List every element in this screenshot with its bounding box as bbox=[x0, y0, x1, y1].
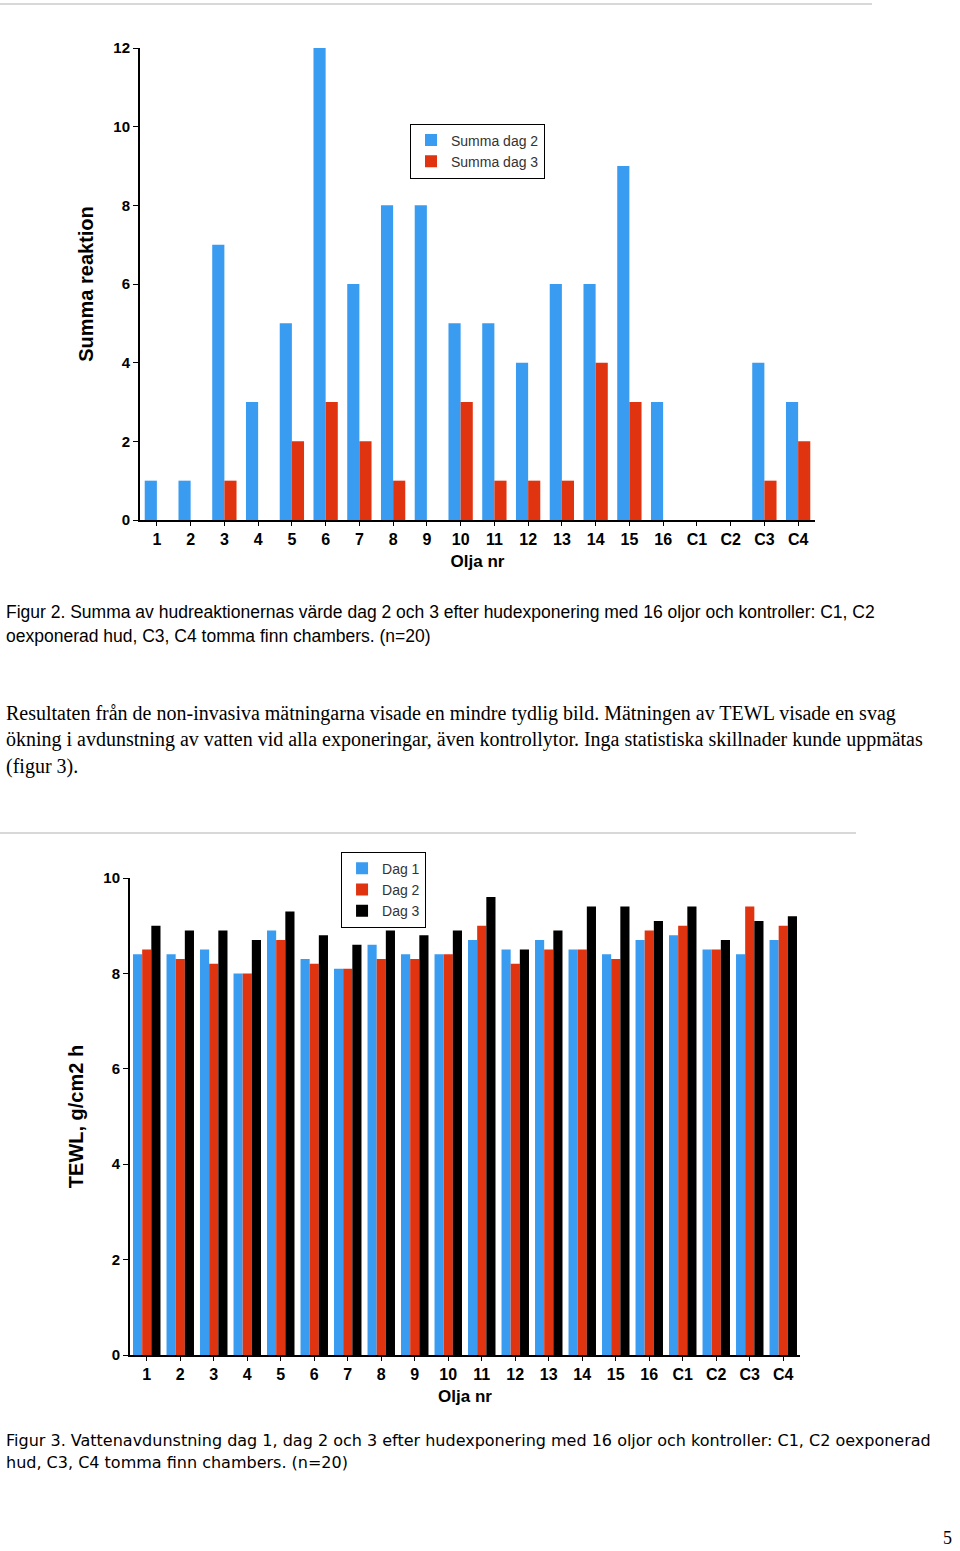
svg-text:5: 5 bbox=[276, 1366, 285, 1383]
svg-text:Dag 2: Dag 2 bbox=[382, 882, 420, 898]
svg-text:Olja nr: Olja nr bbox=[438, 1387, 492, 1406]
svg-text:0: 0 bbox=[122, 511, 130, 528]
svg-text:5: 5 bbox=[287, 531, 296, 548]
svg-text:C1: C1 bbox=[687, 531, 708, 548]
svg-text:11: 11 bbox=[486, 531, 503, 548]
svg-text:6: 6 bbox=[112, 1060, 120, 1077]
svg-text:8: 8 bbox=[112, 965, 120, 982]
svg-text:8: 8 bbox=[389, 531, 398, 548]
svg-text:13: 13 bbox=[540, 1366, 558, 1383]
svg-text:3: 3 bbox=[209, 1366, 218, 1383]
svg-text:8: 8 bbox=[122, 197, 130, 214]
svg-text:4: 4 bbox=[112, 1155, 121, 1172]
svg-text:10: 10 bbox=[103, 869, 120, 886]
svg-text:10: 10 bbox=[452, 531, 470, 548]
svg-text:2: 2 bbox=[122, 433, 130, 450]
svg-text:10: 10 bbox=[113, 118, 130, 135]
svg-text:TEWL, g/cm2 h: TEWL, g/cm2 h bbox=[65, 1045, 87, 1188]
svg-text:4: 4 bbox=[122, 354, 131, 371]
svg-text:8: 8 bbox=[377, 1366, 386, 1383]
svg-text:12: 12 bbox=[506, 1366, 524, 1383]
svg-text:3: 3 bbox=[220, 531, 229, 548]
svg-text:9: 9 bbox=[422, 531, 431, 548]
svg-text:Summa dag 3: Summa dag 3 bbox=[451, 154, 538, 170]
svg-text:9: 9 bbox=[410, 1366, 419, 1383]
svg-text:C2: C2 bbox=[706, 1366, 727, 1383]
svg-text:15: 15 bbox=[607, 1366, 625, 1383]
svg-text:C3: C3 bbox=[740, 1366, 761, 1383]
html-text:5: 5 bbox=[943, 1528, 952, 1548]
svg-text:15: 15 bbox=[620, 531, 638, 548]
svg-text:16: 16 bbox=[654, 531, 672, 548]
svg-text:Summa dag 2: Summa dag 2 bbox=[451, 133, 538, 149]
svg-text:2: 2 bbox=[186, 531, 195, 548]
svg-text:0: 0 bbox=[112, 1346, 120, 1363]
svg-text:2: 2 bbox=[112, 1251, 120, 1268]
svg-text:7: 7 bbox=[343, 1366, 352, 1383]
svg-text:1: 1 bbox=[142, 1366, 151, 1383]
svg-text:13: 13 bbox=[553, 531, 571, 548]
svg-text:14: 14 bbox=[573, 1366, 591, 1383]
svg-text:1: 1 bbox=[152, 531, 161, 548]
html-text:Figur 3. Vattenavdunstning dag: Figur 3. Vattenavdunstning dag 1, dag 2 … bbox=[6, 1431, 931, 1472]
svg-text:2: 2 bbox=[176, 1366, 185, 1383]
svg-text:12: 12 bbox=[113, 39, 130, 56]
svg-text:C1: C1 bbox=[673, 1366, 694, 1383]
svg-text:Dag 1: Dag 1 bbox=[382, 861, 420, 877]
svg-text:7: 7 bbox=[355, 531, 364, 548]
svg-text:6: 6 bbox=[321, 531, 330, 548]
svg-text:11: 11 bbox=[473, 1366, 490, 1383]
svg-text:4: 4 bbox=[254, 531, 263, 548]
svg-text:C4: C4 bbox=[773, 1366, 794, 1383]
svg-text:16: 16 bbox=[640, 1366, 658, 1383]
svg-text:C2: C2 bbox=[720, 531, 741, 548]
svg-text:Summa reaktion: Summa reaktion bbox=[75, 206, 97, 362]
svg-text:6: 6 bbox=[310, 1366, 319, 1383]
svg-text:4: 4 bbox=[243, 1366, 252, 1383]
html-text:Figur 2. Summa av hudreaktione: Figur 2. Summa av hudreaktionernas värde… bbox=[6, 602, 875, 646]
svg-text:Dag 3: Dag 3 bbox=[382, 903, 420, 919]
html-text:Resultaten från de non-invasiv: Resultaten från de non-invasiva mätninga… bbox=[6, 702, 923, 777]
svg-text:12: 12 bbox=[519, 531, 537, 548]
svg-text:6: 6 bbox=[122, 275, 130, 292]
svg-text:Olja nr: Olja nr bbox=[451, 552, 505, 571]
svg-text:C4: C4 bbox=[788, 531, 809, 548]
svg-text:C3: C3 bbox=[754, 531, 775, 548]
svg-text:10: 10 bbox=[439, 1366, 457, 1383]
svg-text:14: 14 bbox=[587, 531, 605, 548]
